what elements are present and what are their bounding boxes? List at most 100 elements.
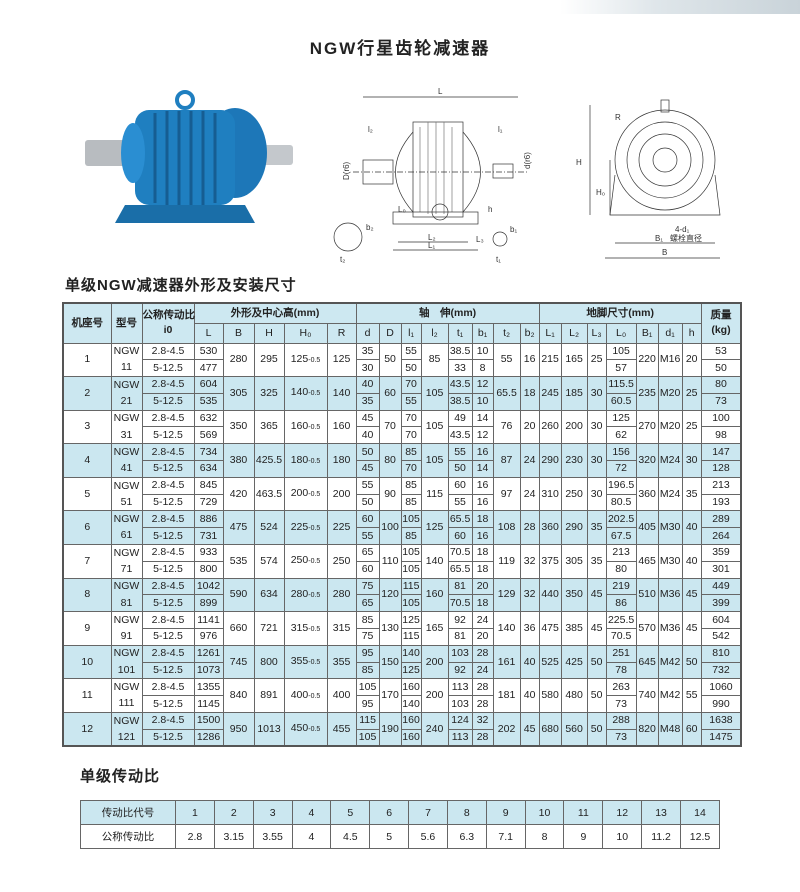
header-col-17: B₁ (635, 322, 659, 344)
ratio-code: 6 (369, 800, 410, 825)
cell-l2: 105 (420, 409, 449, 445)
h0-tolerance: -0.5 (308, 356, 321, 364)
model-number: 121 (110, 729, 143, 747)
cell-l1: 70 (400, 376, 422, 394)
table-row-sub: 41 5-12.5 634 45 70 50 14 72 128 (63, 460, 742, 478)
cell-l2: 125 (420, 510, 449, 546)
header-seat-no: 机座号 (62, 302, 112, 344)
cell-L2: 560 (560, 712, 588, 747)
cell-h: 25 (681, 376, 702, 411)
cell-b2: 24 (519, 443, 540, 478)
cell-t2: 129 (492, 577, 521, 613)
cell-L2: 425 (560, 644, 588, 680)
cell-B1: 235 (635, 376, 659, 411)
ratio-range: 5-12.5 (141, 426, 195, 445)
cell-b1: 20 (471, 577, 494, 596)
seat-no: 4 (62, 443, 112, 478)
header-foot-dims: 地脚尺寸(mm) (538, 302, 702, 324)
cell-B: 590 (222, 577, 255, 613)
ratio-code: 4 (291, 800, 332, 825)
cell-t1: 38.5 (447, 392, 473, 411)
header-col-0: L (193, 322, 224, 344)
cell-kg: 128 (700, 460, 742, 478)
ratio-code: 13 (641, 800, 681, 825)
cell-L: 886 (193, 510, 224, 529)
cell-l2: 115 (420, 476, 449, 512)
cell-L2: 185 (560, 376, 588, 411)
ratio-value: 8 (524, 824, 565, 849)
header-col-12: b₂ (519, 322, 540, 344)
cell-d1: M36 (657, 611, 683, 646)
ratio-value: 7.1 (485, 824, 526, 849)
cell-h: 40 (681, 544, 702, 579)
ratio-code: 9 (485, 800, 526, 825)
cell-t1: 50 (447, 460, 473, 478)
cell-t1: 33 (447, 359, 473, 378)
cell-L3: 30 (586, 409, 607, 445)
model-number: 81 (110, 594, 143, 613)
cell-l1: 85 (400, 476, 422, 495)
cell-L: 530 (193, 342, 224, 361)
cell-H0: 250-0.5 (283, 544, 328, 579)
cell-kg: 193 (700, 493, 742, 512)
cell-H0: 355-0.5 (283, 644, 328, 680)
header-mass: 质量 (kg) (700, 302, 742, 344)
cell-d: 35 (355, 392, 380, 411)
cell-b2: 18 (519, 376, 540, 411)
cell-t1: 113 (447, 728, 473, 747)
label-D: D(r6) (342, 161, 351, 180)
cell-b1: 24 (471, 611, 494, 630)
cell-d: 95 (355, 695, 380, 714)
h0-tolerance: -0.5 (308, 491, 321, 499)
cell-l2: 165 (420, 611, 449, 646)
cell-kg: 98 (700, 426, 742, 445)
ratio-range: 2.8-4.5 (141, 712, 195, 730)
model-prefix: NGW (110, 443, 143, 461)
model-number: 71 (110, 561, 143, 579)
cell-b1: 14 (471, 460, 494, 478)
cell-L: 729 (193, 493, 224, 512)
h0-value: 160 (290, 419, 309, 432)
cell-D: 170 (378, 678, 402, 714)
cell-H0: 200-0.5 (283, 476, 328, 512)
cell-D: 70 (378, 409, 402, 445)
cell-L0: 72 (605, 460, 637, 478)
cell-d: 60 (355, 560, 380, 579)
cell-B1: 740 (635, 678, 659, 714)
cell-kg: 213 (700, 476, 742, 495)
cell-B1: 405 (635, 510, 659, 546)
cell-t1: 81 (447, 577, 473, 596)
ratio-range: 2.8-4.5 (141, 510, 195, 529)
h0-tolerance: -0.5 (308, 524, 321, 532)
label-L0: L₀ (398, 205, 406, 214)
ratio-range: 5-12.5 (141, 594, 195, 613)
model-prefix: NGW (110, 510, 143, 528)
ratio-range: 5-12.5 (141, 493, 195, 512)
cell-H: 721 (253, 611, 285, 646)
cell-L: 1073 (193, 661, 224, 680)
cell-B1: 270 (635, 409, 659, 445)
label-H0: H₀ (596, 188, 605, 197)
cell-d1: M20 (657, 409, 683, 445)
cell-kg: 80 (700, 376, 742, 394)
ratio-value: 11.2 (641, 824, 681, 849)
ratio-range: 2.8-4.5 (141, 577, 195, 596)
ratio-range: 2.8-4.5 (141, 376, 195, 394)
h0-value: 400 (290, 688, 309, 701)
cell-d: 105 (355, 728, 380, 747)
h0-tolerance: -0.5 (308, 423, 321, 431)
ratio-code: 8 (446, 800, 487, 825)
cell-L0: 263 (605, 678, 637, 697)
cell-d1: M20 (657, 376, 683, 411)
seat-no: 9 (62, 611, 112, 646)
model-prefix: NGW (110, 577, 143, 595)
label-l2: l₂ (368, 125, 373, 134)
cell-L0: 225.5 (605, 611, 637, 630)
cell-L2: 385 (560, 611, 588, 646)
cell-b1: 12 (471, 376, 494, 394)
ratio-range: 2.8-4.5 (141, 611, 195, 630)
ratio-range: 5-12.5 (141, 460, 195, 478)
cell-L0: 105 (605, 342, 637, 361)
cell-B: 475 (222, 510, 255, 546)
cell-L1: 680 (538, 712, 562, 747)
